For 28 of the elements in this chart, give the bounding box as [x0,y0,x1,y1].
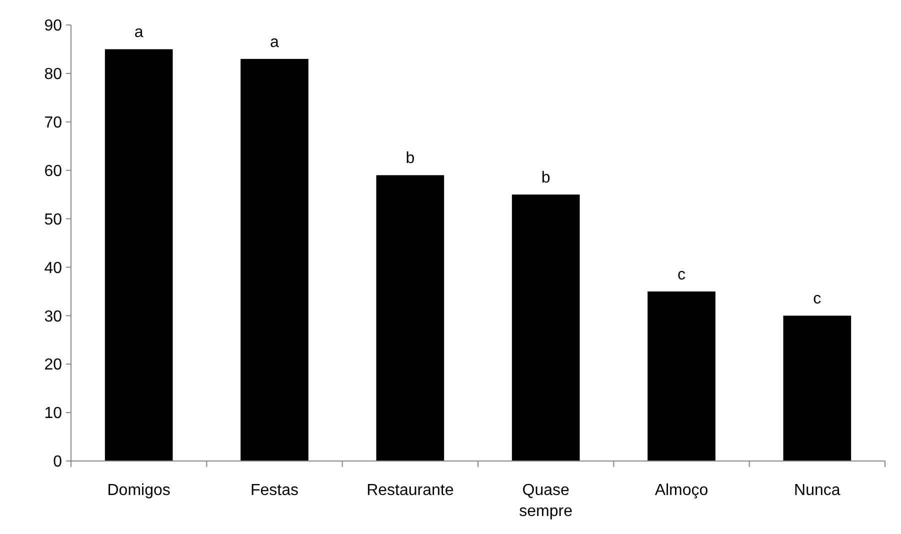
bar [648,291,716,461]
y-tick-label: 10 [44,405,62,422]
annotation: b [406,150,415,168]
x-tick-label: Quase sempre [519,482,573,520]
bar [104,49,173,461]
x-tick-label: Nunca [794,482,840,499]
y-tick-label: 40 [44,260,62,277]
annotation: b [541,170,550,187]
bar [376,175,444,461]
annotation: a [134,24,144,42]
y-tick-label: 50 [44,211,62,228]
y-tick-label: 60 [44,162,62,180]
y-tick-label: 30 [44,308,62,326]
bar [512,194,580,461]
y-tick-label: 80 [44,66,62,84]
y-tick-label: 90 [44,18,62,35]
annotation: c [678,266,686,284]
x-tick-label: Domigos [107,482,170,499]
bar [783,316,852,461]
y-tick-label: 70 [44,114,62,132]
x-tick-label: Restaurante [366,482,454,499]
x-tick-label: Almoço [654,482,708,499]
annotation: c [813,290,822,308]
y-tick-label: 20 [44,356,62,374]
bar [240,58,308,461]
x-tick-label: Festas [250,482,299,499]
y-tick-label: 0 [53,454,62,471]
annotation: a [270,34,280,51]
